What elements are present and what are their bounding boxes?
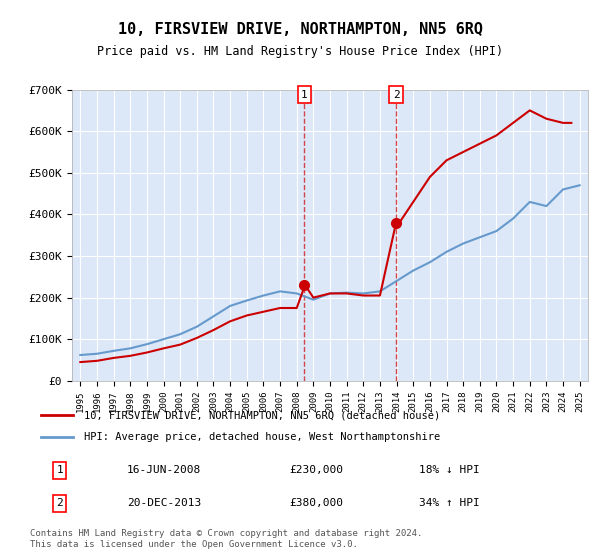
Text: 1: 1 [301, 90, 308, 100]
Text: 2: 2 [393, 90, 400, 100]
Text: 1: 1 [56, 465, 63, 475]
Text: £230,000: £230,000 [289, 465, 343, 475]
Text: 34% ↑ HPI: 34% ↑ HPI [419, 498, 479, 508]
Text: 10, FIRSVIEW DRIVE, NORTHAMPTON, NN5 6RQ (detached house): 10, FIRSVIEW DRIVE, NORTHAMPTON, NN5 6RQ… [84, 410, 440, 420]
Text: Contains HM Land Registry data © Crown copyright and database right 2024.
This d: Contains HM Land Registry data © Crown c… [30, 529, 422, 549]
Text: HPI: Average price, detached house, West Northamptonshire: HPI: Average price, detached house, West… [84, 432, 440, 442]
Text: 16-JUN-2008: 16-JUN-2008 [127, 465, 202, 475]
Text: 20-DEC-2013: 20-DEC-2013 [127, 498, 202, 508]
Text: £380,000: £380,000 [289, 498, 343, 508]
Text: 2: 2 [56, 498, 63, 508]
Text: 18% ↓ HPI: 18% ↓ HPI [419, 465, 479, 475]
Text: Price paid vs. HM Land Registry's House Price Index (HPI): Price paid vs. HM Land Registry's House … [97, 45, 503, 58]
Text: 10, FIRSVIEW DRIVE, NORTHAMPTON, NN5 6RQ: 10, FIRSVIEW DRIVE, NORTHAMPTON, NN5 6RQ [118, 22, 482, 38]
